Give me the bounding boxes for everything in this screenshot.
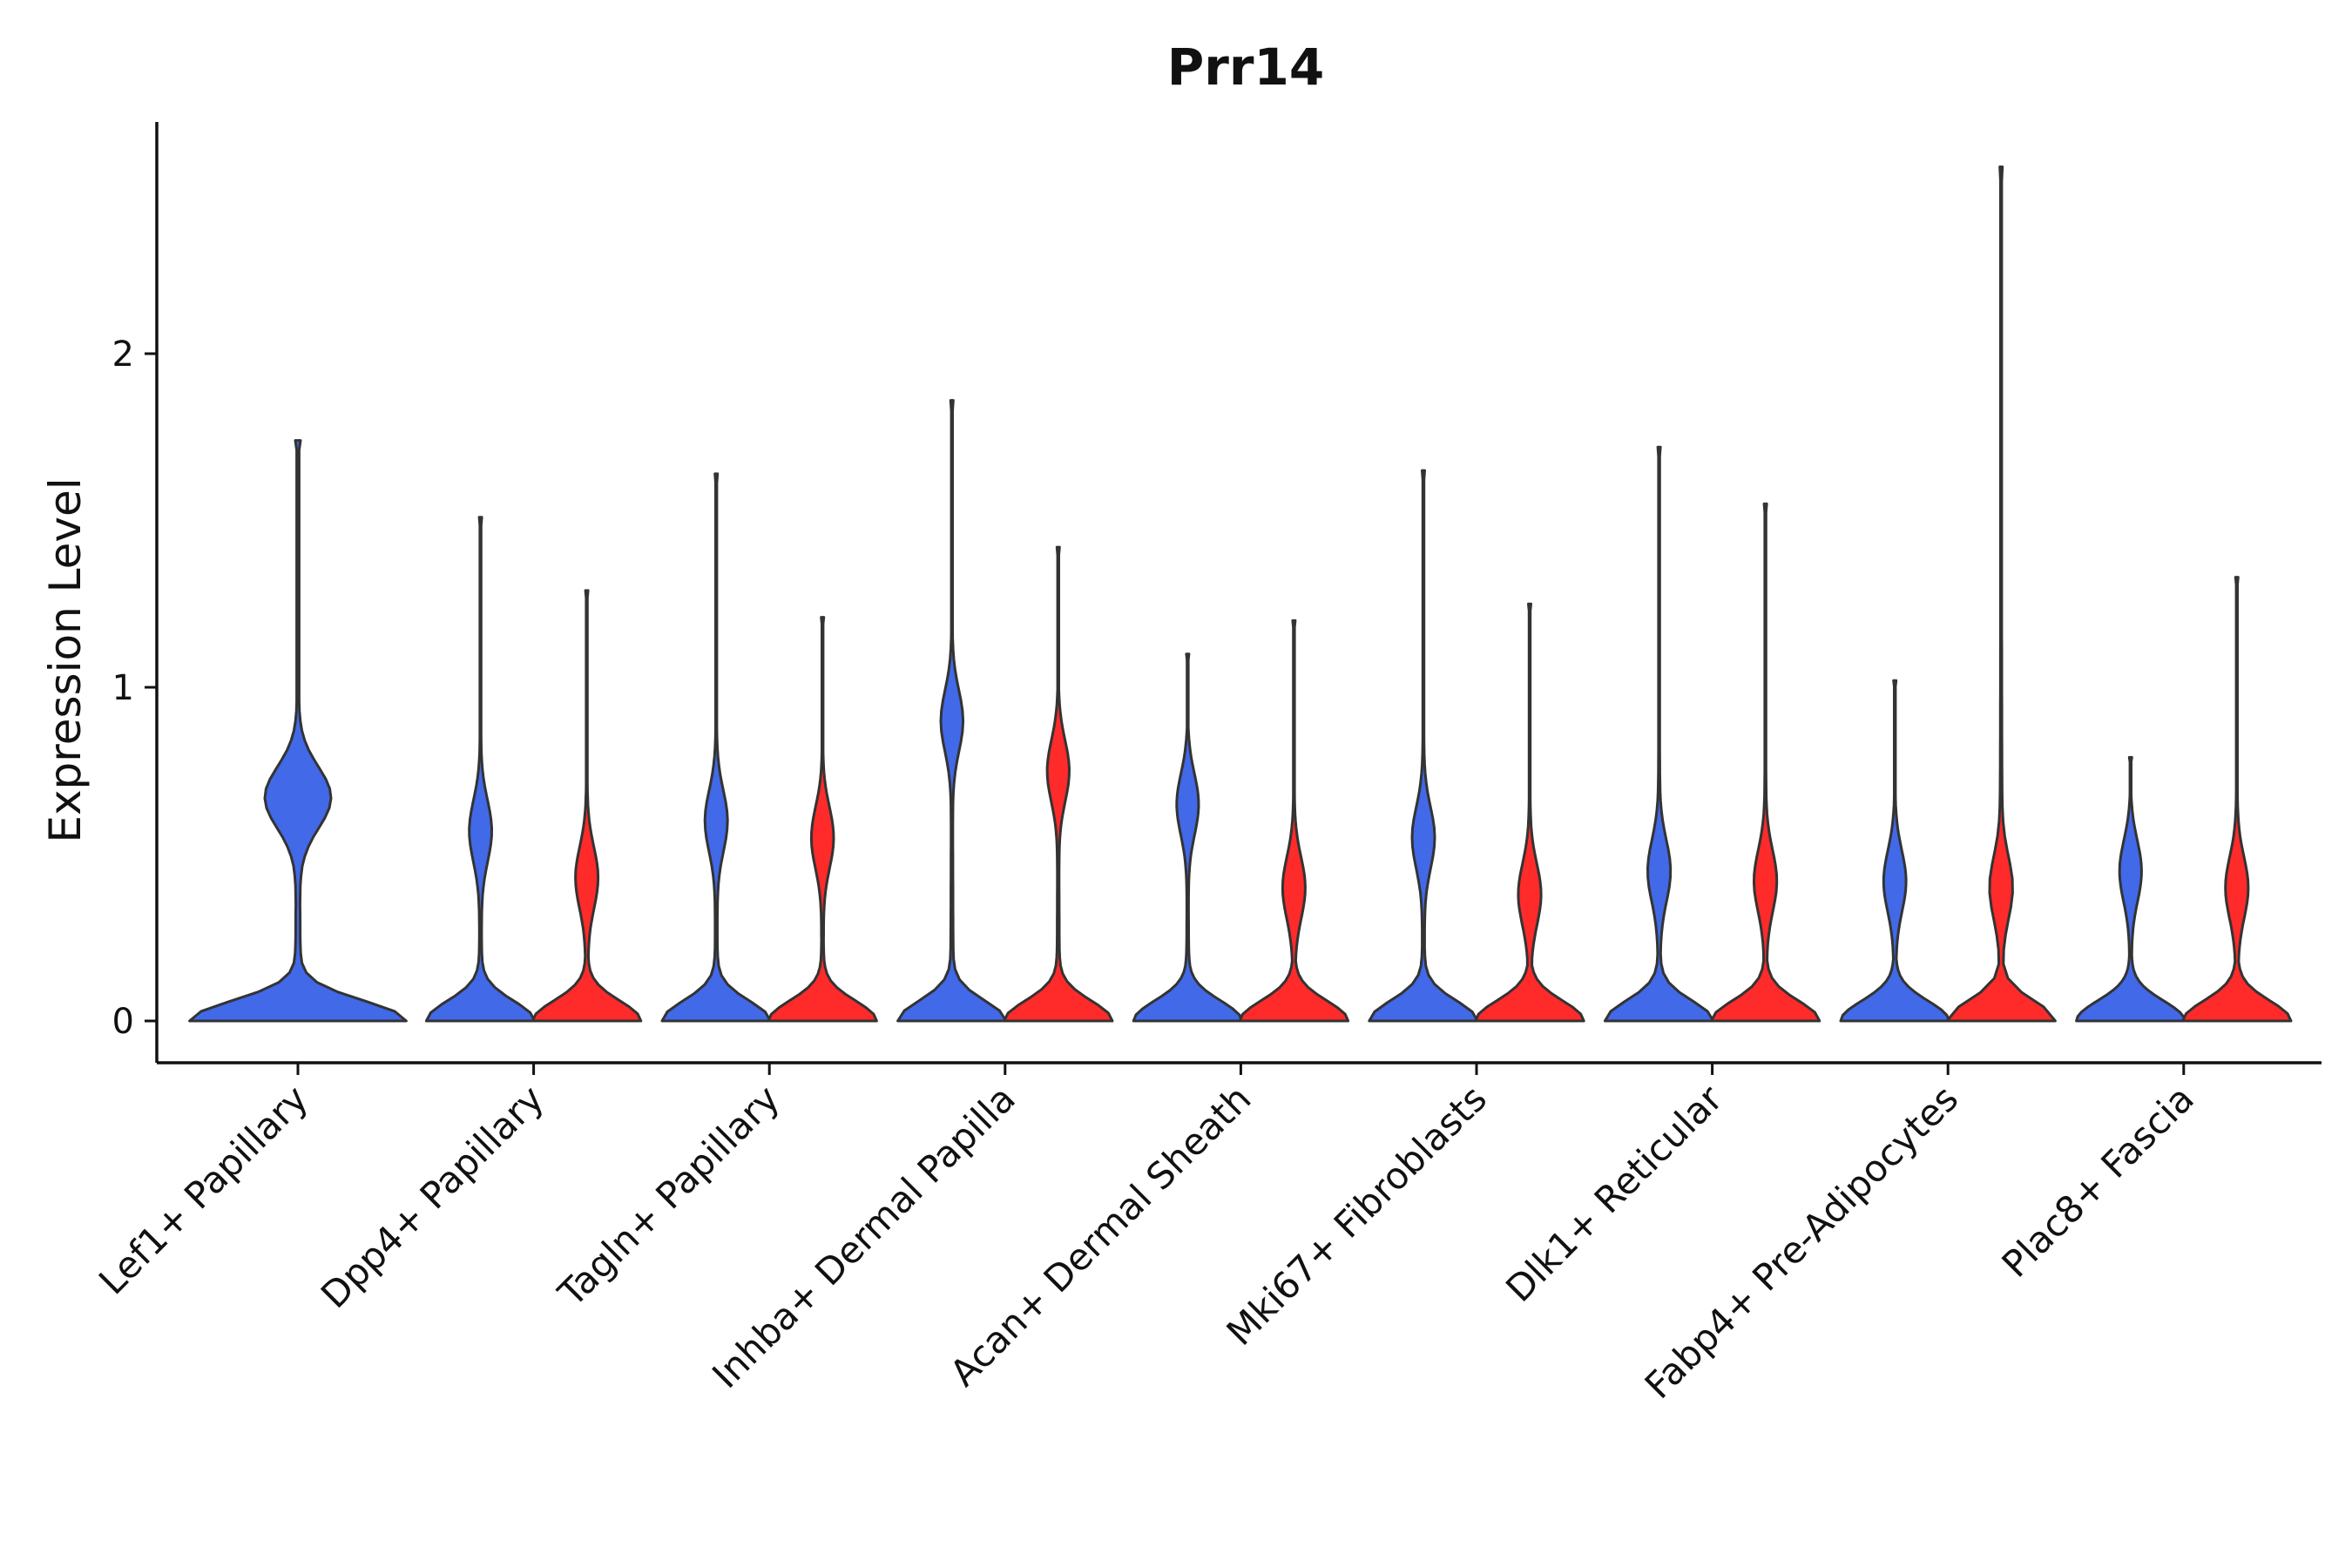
y-axis-label: Expression Level <box>40 477 91 842</box>
violin-group-2-2 <box>531 589 643 1023</box>
violin-group-2-3 <box>767 616 878 1023</box>
violin-group-1-3 <box>660 472 772 1023</box>
violin-group-1-7 <box>1603 445 1715 1023</box>
y-tick-label: 2 <box>112 335 134 375</box>
violin-group-1-5 <box>1132 652 1244 1023</box>
violin-group-2-4 <box>1003 545 1114 1023</box>
violin-group-1-8 <box>1839 679 1950 1023</box>
x-tick-label: Tagln+ Papillary <box>550 1077 787 1315</box>
violins-layer <box>188 166 2293 1023</box>
x-tick-label: Plac8+ Fascia <box>1994 1077 2202 1285</box>
y-tick-label: 0 <box>112 1002 134 1042</box>
x-tick-label: Dpp4+ Papillary <box>313 1077 552 1316</box>
violin-group-2-6 <box>1474 602 1585 1023</box>
chart-title: Prr14 <box>1167 37 1324 97</box>
violin-group-1-6 <box>1368 469 1479 1023</box>
violin-group-1-1 <box>188 439 408 1023</box>
violin-group-2-9 <box>2181 576 2293 1023</box>
violin-group-2-7 <box>1709 502 1821 1023</box>
violin-group-1-4 <box>896 399 1008 1023</box>
x-tick-label: Lef1+ Papillary <box>91 1077 316 1302</box>
y-tick-label: 1 <box>112 668 134 708</box>
x-tick-label: Dlk1+ Reticular <box>1497 1077 1731 1310</box>
violin-group-2-8 <box>1945 166 2057 1023</box>
violin-group-2-5 <box>1238 618 1350 1023</box>
violin-group-1-2 <box>424 516 537 1023</box>
x-tick-label: Mki67+ Fibroblasts <box>1219 1077 1495 1353</box>
violin-group-1-9 <box>2075 755 2186 1023</box>
